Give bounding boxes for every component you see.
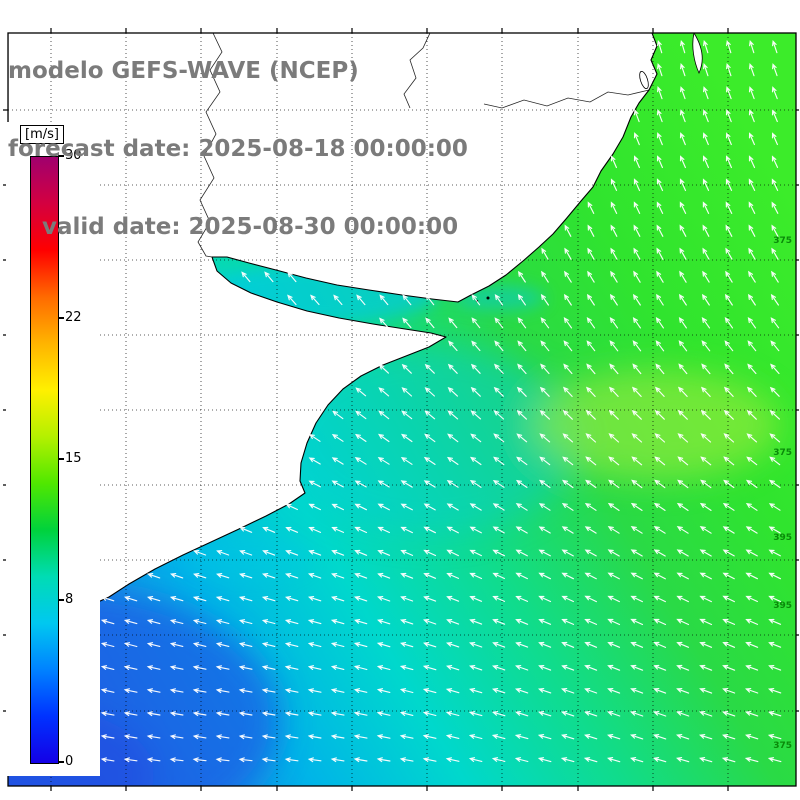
colorbar-tick-label: 0: [65, 754, 74, 769]
land-mass: [8, 33, 658, 621]
colorbar-tick-mark: [58, 599, 64, 602]
edge-contour-label: 375: [773, 741, 792, 751]
edge-contour-label: 395: [773, 533, 792, 543]
model-title: modelo GEFS-WAVE (NCEP): [8, 58, 359, 84]
valid-date-line: valid date: 2025-08-30 00:00:00: [42, 214, 459, 240]
frame-ticks: [3, 28, 799, 791]
colorbar-tick-label: 8: [65, 592, 74, 608]
coastal-lagoon: [692, 33, 703, 74]
colorbar-tick-mark: [58, 155, 64, 157]
colorbar-unit-label: [m/s]: [20, 125, 64, 144]
islet: [486, 296, 490, 300]
title-block: modelo GEFS-WAVE (NCEP) forecast date: 2…: [8, 6, 468, 292]
edge-contour-label: 375: [773, 236, 792, 246]
colorbar-tick-mark: [58, 316, 64, 319]
inland-borders: [197, 33, 650, 258]
wind-direction-arrows: [100, 39, 782, 763]
colorbar-tick-mark: [58, 458, 64, 460]
colorbar-tick-label: 22: [65, 309, 82, 325]
colorbar: [m/s] 30 22 15 8 0: [6, 122, 100, 776]
forecast-date-line: forecast date: 2025-08-18 00:00:00: [8, 136, 468, 162]
colorbar-tick-mark: [58, 761, 64, 763]
edge-contour-label: 395: [773, 601, 792, 611]
coastal-lagoon: [639, 70, 649, 90]
edge-contour-label: 375: [773, 448, 792, 458]
colorbar-tick-label: 30: [65, 148, 82, 163]
colorbar-tick-label: 15: [65, 451, 82, 466]
colorbar-gradient-bar: [30, 156, 59, 764]
